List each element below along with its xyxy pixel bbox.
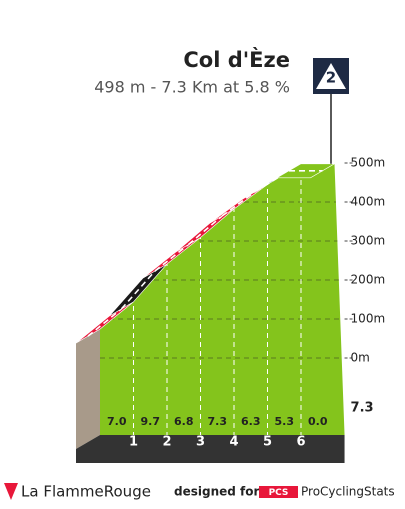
band-centerline: [187, 215, 223, 246]
km-marker: 1: [129, 435, 138, 450]
y-tick-label: 0m: [351, 351, 370, 365]
brand: La FlammeRouge: [21, 483, 151, 501]
y-tick-label: 100m: [351, 312, 386, 326]
gradient-label: 6.3: [241, 415, 261, 428]
y-tick-label: 200m: [351, 273, 386, 287]
gradient-label: 9.7: [141, 415, 161, 428]
km-marker: 6: [296, 435, 305, 450]
front-face: [100, 163, 345, 435]
badge-triangle: [316, 63, 346, 89]
side-wall: [76, 329, 100, 449]
gradient-label: 6.8: [174, 415, 194, 428]
km-marker: 4: [229, 435, 238, 450]
distance-label: 7.3: [351, 401, 374, 416]
band-centerline: [221, 190, 256, 217]
pcs-logo: PCS: [269, 488, 289, 498]
gradient-label: 7.3: [208, 415, 228, 428]
pcs-logo-bg: [259, 486, 298, 498]
km-marker: 5: [263, 435, 272, 450]
brand-flag: [4, 483, 18, 500]
gradient-label: 7.0: [107, 415, 127, 428]
subtitle: 498 m - 7.3 Km at 5.8 %: [94, 78, 290, 97]
band-centerline: [120, 270, 156, 310]
km-marker: 3: [196, 435, 205, 450]
base-strip: [76, 435, 345, 463]
y-tick-label: 400m: [351, 195, 386, 209]
site: ProCyclingStats: [301, 485, 395, 499]
y-tick-label: 500m: [351, 156, 386, 170]
y-tick-label: 300m: [351, 234, 386, 248]
chart: 0m 100m 200m 300m 400m 500m 1 2 3 4 5 6 7.3 7.0 9.7 6.8…: [75, 94, 386, 463]
band-centerline: [154, 243, 189, 272]
gradient-label: 0.0: [308, 415, 328, 428]
gradient-segment: [275, 163, 336, 179]
category: 2: [326, 69, 336, 87]
band-centerline: [87, 308, 123, 337]
gradient-label: 5.3: [275, 415, 295, 428]
title: Col d'Èze: [183, 47, 290, 72]
designed-for: designed for: [174, 485, 259, 499]
km-marker: 2: [162, 435, 171, 450]
